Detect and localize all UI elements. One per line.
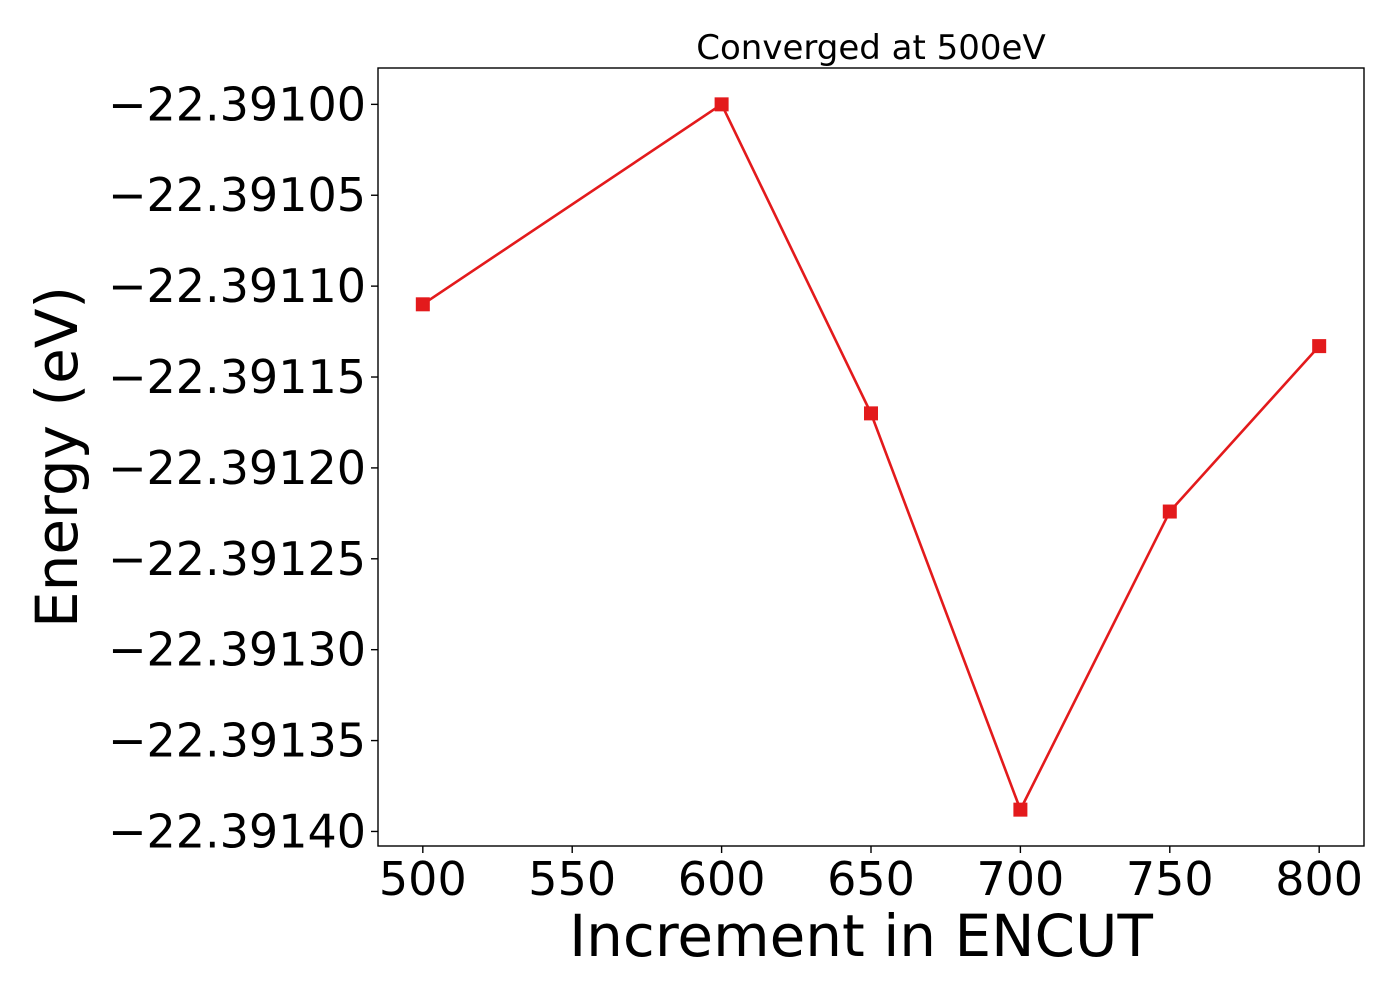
- y-tick-label: −22.39135: [108, 714, 366, 768]
- data-point-marker: [1013, 802, 1028, 817]
- x-axis-ticks: 500 550 600 650 700 750 800: [379, 846, 1363, 906]
- x-tick-label: 500: [379, 852, 467, 906]
- y-tick-label: −22.39110: [108, 259, 366, 313]
- x-tick-label: 550: [528, 852, 616, 906]
- data-point-marker: [1312, 339, 1327, 354]
- data-point-marker: [714, 97, 729, 112]
- chart-title: Converged at 500eV: [696, 28, 1045, 68]
- series-line: [422, 103, 1321, 811]
- data-point-marker: [864, 406, 878, 421]
- y-tick-label: −22.39115: [108, 350, 366, 404]
- data-point-marker: [1162, 504, 1177, 519]
- y-axis-ticks: −22.39100 −22.39105 −22.39110 −22.39115 −22.…: [108, 77, 378, 858]
- y-tick-label: −22.39130: [108, 623, 366, 677]
- x-axis-label: Increment in ENCUT: [569, 902, 1153, 970]
- x-tick-label: 700: [976, 852, 1064, 906]
- x-tick-label: 750: [1126, 852, 1214, 906]
- y-axis-label: Energy (eV): [23, 286, 91, 628]
- data-point-marker: [415, 297, 430, 312]
- y-tick-label: −22.39140: [108, 804, 366, 858]
- y-tick-label: −22.39105: [108, 168, 366, 222]
- x-tick-label: 600: [678, 852, 766, 906]
- x-tick-label: 800: [1275, 852, 1363, 906]
- series-layer: [415, 97, 1327, 817]
- x-tick-label: 650: [827, 852, 915, 906]
- y-tick-label: −22.39100: [108, 77, 366, 131]
- y-tick-label: −22.39120: [108, 441, 366, 495]
- plot-area-frame: [377, 67, 1365, 847]
- y-tick-label: −22.39125: [108, 532, 366, 586]
